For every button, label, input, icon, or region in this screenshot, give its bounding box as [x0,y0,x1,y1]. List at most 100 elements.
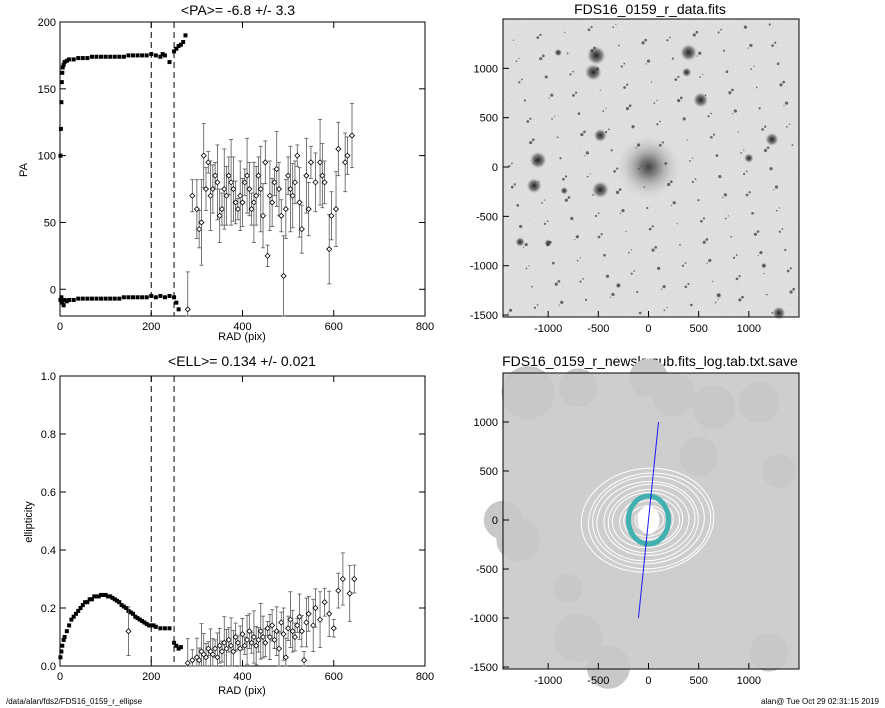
skysub-image-y-ticks: 1000 500 0 -500 -1000 -1500 [470,417,509,674]
faint-source [523,99,526,102]
ell-point [146,623,151,628]
faint-source [646,206,649,210]
pa-point [184,306,191,313]
bright-source [591,180,610,199]
faint-source [698,51,702,55]
faint-source [625,106,630,111]
faint-source [669,180,673,184]
faint-source [528,265,530,267]
ell-point [110,595,115,600]
isophote-ellipse [588,472,712,570]
bright-source [515,237,526,248]
ell-point [149,623,154,628]
faint-source [572,94,575,97]
pa-point [89,54,94,59]
pa-point [319,172,326,179]
pa-point [174,46,179,51]
ell-point [189,657,196,664]
ell-point [287,616,294,623]
skysub-image-y-tick-label: -500 [476,564,498,576]
faint-source [587,28,591,32]
ell-point [310,622,317,629]
faint-source [518,57,520,60]
faint-source [595,214,598,218]
pa-point [264,252,271,259]
faint-source [672,201,676,205]
faint-source [722,49,726,52]
faint-source [737,131,739,133]
faint-source [735,254,738,256]
data-image-y-tick-label: 1000 [474,63,498,75]
pa-y-tick-label: 150 [38,84,56,96]
pa-point [67,57,72,62]
pa-point [209,185,216,193]
data-image-sources [507,23,796,321]
ell-point [289,628,296,635]
ell-y-tick-label: 0.4 [41,545,56,557]
skysub-image-x-tick-label: -1000 [534,675,562,687]
pa-point [178,42,183,47]
pa-point [241,179,248,186]
ell-point [266,633,273,641]
faint-source [745,193,749,197]
masked-region [738,381,780,423]
pa-point [59,100,64,105]
skysub-masks [483,358,796,689]
ell-x-tick-label: 800 [416,671,434,683]
skysub-image-panel: FDS16_0159_r_newskysub.fits_log.tab.txt.… [470,353,800,689]
faint-source [512,39,515,41]
data-image-x-tick-label: 500 [689,323,707,335]
faint-source [636,290,639,294]
pa-point [289,192,296,199]
pa-point [112,296,117,301]
faint-source [615,23,617,26]
faint-source [546,220,549,222]
faint-source [541,54,545,58]
data-image-x-tick-label: -1000 [534,323,562,335]
faint-source [526,120,530,123]
faint-source [786,269,790,273]
faint-source [773,189,775,191]
faint-source [643,186,646,188]
pa-point [99,54,104,59]
ell-point [335,587,342,594]
faint-source [630,272,633,275]
faint-source [697,199,700,202]
pa-point [117,54,122,59]
ell-point [339,575,346,583]
faint-source [710,112,712,115]
faint-source [560,300,564,304]
ell-point [321,599,328,606]
pa-point [71,297,76,302]
ell-point [330,625,337,632]
faint-source [541,201,543,204]
pa-point [312,179,319,186]
faint-source [771,44,774,47]
data-image-y-tick-label: -500 [476,211,498,223]
ell-point [162,626,167,631]
pa-point [62,60,67,65]
skysub-image-x-tick-label: -500 [587,675,609,687]
faint-source [700,219,703,223]
pa-point [60,300,65,305]
faint-source [791,144,794,146]
faint-source [788,123,791,125]
pa-point [205,159,212,166]
ell-y-tick-label: 0.8 [41,429,56,441]
faint-source [696,55,698,57]
isophote-ellipse [596,480,699,562]
bright-source [681,67,692,78]
faint-source [570,216,574,221]
faint-source [534,159,538,163]
pa-point [181,40,186,45]
faint-source [764,125,767,128]
faint-source [646,59,651,63]
ell-point [298,628,305,635]
data-image-frame [502,18,800,318]
faint-source [620,65,623,68]
faint-source [623,62,626,65]
ell-point [285,625,292,632]
ell-y-ticks: 0.0 0.2 0.4 0.6 0.8 1.0 [41,371,425,673]
faint-source [694,178,697,181]
faint-source [689,160,691,162]
